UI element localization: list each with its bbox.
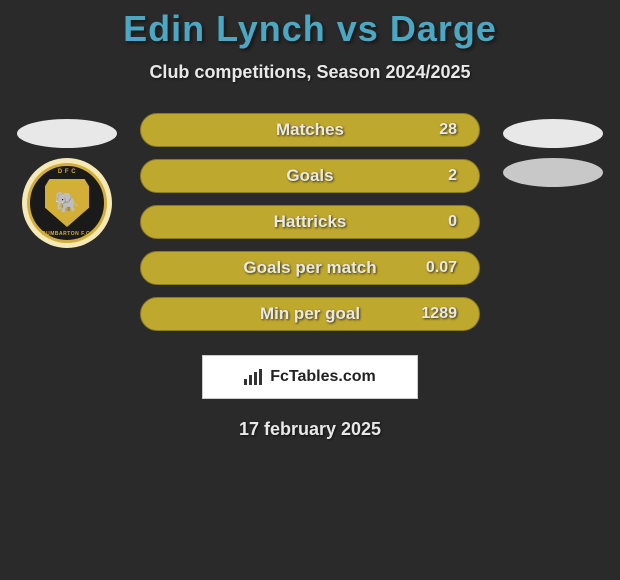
stat-right-value: 0: [448, 213, 457, 231]
page-title: Edin Lynch vs Darge: [0, 8, 620, 50]
stat-bars: Matches 28 Goals 2 Hattricks 0 Goals per…: [140, 113, 480, 331]
stat-right-value: 2: [448, 167, 457, 185]
club-badge-right-placeholder: [503, 158, 603, 187]
stat-bar-min-per-goal: Min per goal 1289: [140, 297, 480, 331]
stat-bar-goals-per-match: Goals per match 0.07: [140, 251, 480, 285]
chart-icon: [244, 369, 264, 385]
stat-bar-hattricks: Hattricks 0: [140, 205, 480, 239]
stat-label: Goals per match: [243, 258, 376, 278]
comparison-row: D F C 🐘 DUMBARTON F.C. Matches 28 Goals …: [0, 113, 620, 331]
club-badge-text-top: D F C: [58, 169, 76, 175]
footer-date: 17 february 2025: [0, 419, 620, 440]
club-badge-text-bottom: DUMBARTON F.C.: [42, 231, 92, 237]
player-right-column: [498, 113, 608, 187]
stat-bar-matches: Matches 28: [140, 113, 480, 147]
stat-label: Goals: [286, 166, 333, 186]
stat-label: Min per goal: [260, 304, 360, 324]
stat-right-value: 28: [439, 121, 457, 139]
comparison-card: Edin Lynch vs Darge Club competitions, S…: [0, 0, 620, 440]
club-badge-ring: D F C 🐘 DUMBARTON F.C.: [27, 163, 107, 243]
elephant-icon: 🐘: [55, 193, 80, 213]
attribution-text: FcTables.com: [270, 368, 376, 386]
attribution-badge[interactable]: FcTables.com: [202, 355, 418, 399]
shield-icon: 🐘: [45, 179, 89, 227]
stat-label: Hattricks: [274, 212, 347, 232]
player-left-photo-placeholder: [17, 119, 117, 148]
player-right-photo-placeholder: [503, 119, 603, 148]
stat-right-value: 0.07: [426, 259, 457, 277]
player-left-column: D F C 🐘 DUMBARTON F.C.: [12, 113, 122, 248]
stat-bar-goals: Goals 2: [140, 159, 480, 193]
club-badge-left: D F C 🐘 DUMBARTON F.C.: [22, 158, 112, 248]
page-subtitle: Club competitions, Season 2024/2025: [0, 62, 620, 83]
stat-label: Matches: [276, 120, 344, 140]
stat-right-value: 1289: [421, 305, 457, 323]
